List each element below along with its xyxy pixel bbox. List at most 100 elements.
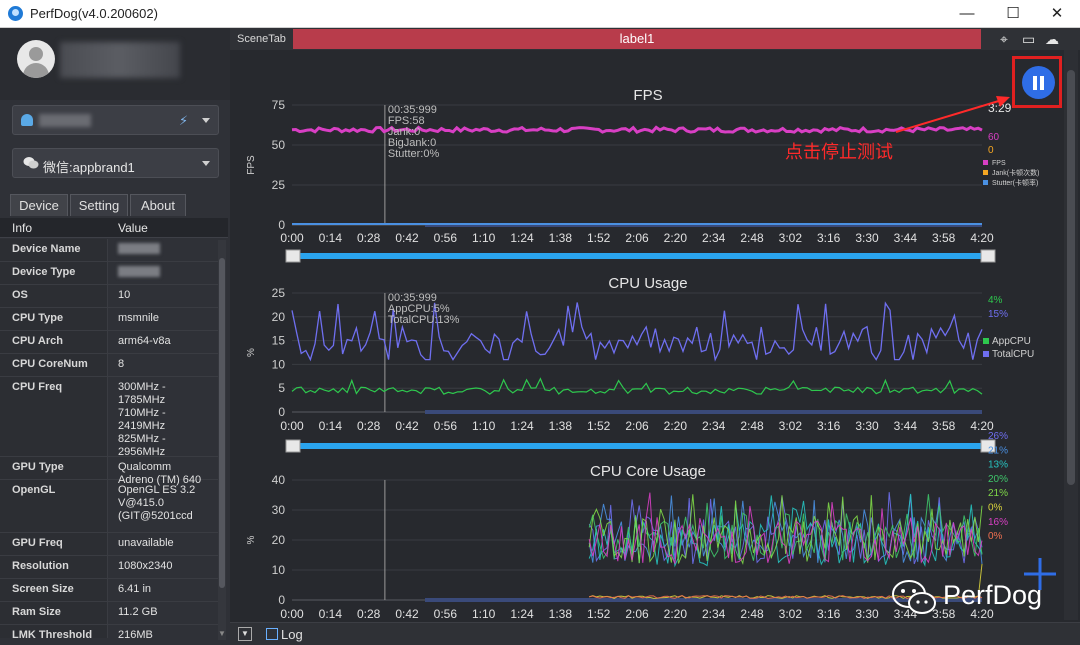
x-tick-label: 3:58	[932, 607, 956, 621]
minimize-button[interactable]: —	[959, 5, 975, 22]
info-key: Screen Size	[0, 579, 108, 601]
x-tick-label: 1:38	[549, 231, 573, 245]
log-label[interactable]: Log	[281, 627, 303, 642]
y-tick-label: 20	[272, 533, 286, 547]
series-core-line	[588, 492, 983, 564]
series-current-value: 13%	[988, 460, 1008, 471]
table-row: CPU CoreNum 8	[0, 354, 218, 377]
x-tick-label: 1:24	[510, 231, 534, 245]
y-tick-label: 15	[272, 334, 286, 348]
device-select[interactable]: ⚡	[12, 105, 219, 135]
folder-icon[interactable]: ▭	[1022, 31, 1036, 47]
legend-label: Jank(卡顿次数)	[992, 168, 1039, 177]
redacted-value	[118, 266, 160, 277]
x-tick-label: 1:24	[510, 607, 534, 621]
annotation-arrow	[895, 96, 1010, 133]
main-scrollbar[interactable]	[1064, 50, 1078, 620]
device-name-redacted	[39, 114, 91, 127]
x-tick-label: 1:10	[472, 419, 496, 433]
scrollbar-thumb[interactable]	[1067, 70, 1075, 485]
log-checkbox[interactable]	[266, 628, 278, 640]
x-tick-label: 1:38	[549, 419, 573, 433]
y-tick-label: 50	[272, 138, 286, 152]
x-tick-label: 0:14	[319, 231, 343, 245]
scene-tab-label[interactable]: SceneTab	[237, 33, 286, 45]
tab-about[interactable]: About	[130, 194, 186, 216]
table-row: Resolution 1080x2340	[0, 556, 218, 579]
scrollbar-thumb[interactable]	[219, 258, 225, 588]
x-tick-label: 0:28	[357, 607, 381, 621]
sidebar-scrollbar[interactable]	[218, 240, 226, 640]
table-row: OpenGL OpenGL ES 3.2 V@415.0 (GIT@5201ccd	[0, 480, 218, 533]
avatar[interactable]	[17, 40, 55, 78]
pause-button[interactable]	[1022, 66, 1055, 99]
redacted-value	[118, 243, 160, 254]
info-key: Device Type	[0, 262, 108, 284]
series-current-value: 0%	[988, 503, 1003, 514]
table-row: Device Type	[0, 262, 218, 285]
info-value: 8	[118, 358, 125, 370]
collapse-button[interactable]: ▼	[238, 627, 252, 641]
range-slider-track	[288, 253, 990, 259]
series-current-value: 26%	[988, 431, 1008, 442]
series-core-line	[588, 495, 983, 564]
range-slider-track	[288, 443, 990, 449]
x-tick-label: 0:56	[434, 231, 458, 245]
x-tick-label: 0:00	[280, 419, 304, 433]
info-key: Device Name	[0, 239, 108, 261]
info-key: CPU Arch	[0, 331, 108, 353]
series-appcpu-line	[291, 377, 983, 395]
x-tick-label: 3:16	[817, 607, 841, 621]
x-tick-label: 1:52	[587, 231, 611, 245]
chevron-down-icon	[202, 161, 210, 166]
x-tick-label: 3:30	[855, 231, 879, 245]
android-icon	[21, 114, 33, 126]
series-current-value: 16%	[988, 517, 1008, 528]
legend-swatch	[983, 351, 989, 357]
x-axis-range-band	[425, 410, 982, 414]
x-tick-label: 4:20	[970, 419, 994, 433]
y-tick-label: 40	[272, 473, 286, 487]
chevron-down-icon	[202, 118, 210, 123]
scroll-down-icon[interactable]: ▼	[218, 629, 226, 638]
user-area	[0, 28, 230, 100]
close-button[interactable]: ✕	[1050, 5, 1064, 22]
x-tick-label: 2:34	[702, 419, 726, 433]
info-key: OpenGL	[0, 480, 108, 532]
label-bar[interactable]: label1	[293, 29, 981, 49]
maximize-button[interactable]: ☐	[1006, 5, 1020, 22]
x-tick-label: 2:48	[740, 419, 764, 433]
x-tick-label: 0:00	[280, 231, 304, 245]
location-icon[interactable]: ⌖	[1000, 31, 1008, 47]
legend-label: AppCPU	[992, 336, 1031, 347]
info-value: 216MB	[118, 629, 153, 638]
cloud-icon[interactable]: ☁	[1045, 31, 1059, 47]
title-bar: PerfDog(v4.0.200602) — ☐ ✕	[0, 0, 1080, 28]
tab-setting[interactable]: Setting	[70, 194, 128, 216]
info-value: msmnile	[118, 312, 159, 324]
info-value: 6.41 in	[118, 583, 152, 595]
x-tick-label: 2:48	[740, 231, 764, 245]
charts-area: FPS FPS 0 25 50 75 0:00 0:14 0:28 0:42 0:56 1:10 1:2…	[230, 50, 1080, 622]
x-tick-label: 3:30	[855, 607, 879, 621]
y-tick-label: 10	[272, 357, 286, 371]
tooltip-line: 00:35:999	[388, 104, 437, 116]
table-row: CPU Type msmnile	[0, 308, 218, 331]
tooltip-line: TotalCPU:13%	[388, 314, 460, 326]
tab-device[interactable]: Device	[10, 194, 68, 216]
app-select[interactable]: 微信:appbrand1	[12, 148, 219, 178]
y-axis-label: %	[246, 535, 257, 544]
x-tick-label: 3:44	[894, 607, 918, 621]
x-tick-label: 0:56	[434, 607, 458, 621]
info-key: GPU Type	[0, 457, 108, 479]
x-tick-label: 1:24	[510, 419, 534, 433]
x-tick-label: 2:34	[702, 231, 726, 245]
x-tick-label: 2:48	[740, 607, 764, 621]
table-row: Ram Size 11.2 GB	[0, 602, 218, 625]
column-header-info: Info	[12, 221, 33, 235]
x-tick-label: 4:20	[970, 607, 994, 621]
table-row: OS 10	[0, 285, 218, 308]
range-slider-handle-right	[980, 439, 996, 453]
x-tick-label: 2:20	[664, 231, 688, 245]
